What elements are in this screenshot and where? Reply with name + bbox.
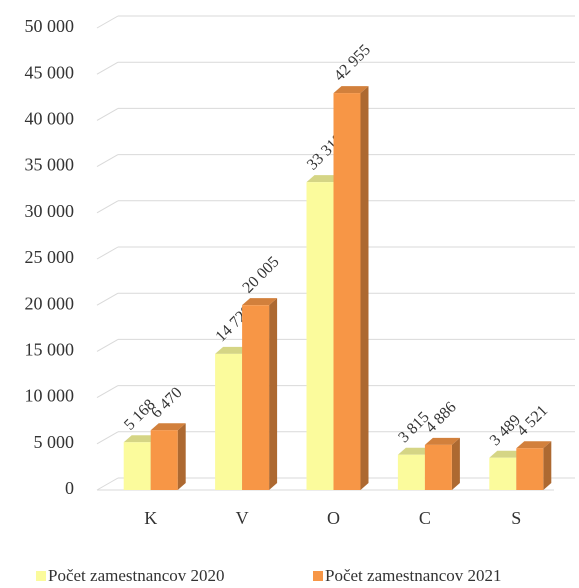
legend-swatch [36,571,46,581]
y-tick-label: 5 000 [34,432,75,452]
grid-line [96,61,119,75]
grid-line [96,246,119,260]
bar-top [306,175,342,183]
bar [424,444,452,490]
y-tick-label: 15 000 [25,340,75,360]
grid-line [96,15,119,29]
bar-top [123,435,159,443]
value-label: 6 470 [148,384,185,421]
bar-3d [333,86,369,491]
bar [516,448,544,490]
grid-line [96,200,119,214]
bar [215,353,243,490]
bar-3d [242,298,278,490]
bar-top [333,86,369,94]
value-label: 42 955 [331,41,374,84]
x-tick-label: S [511,508,521,528]
y-tick-label: 40 000 [25,109,75,129]
bar [333,93,361,491]
bar-3d [516,441,552,490]
bar-side [177,423,186,490]
value-label: 20 005 [240,253,283,296]
bar-side [451,437,460,490]
bar-top [516,441,552,449]
bar [306,182,334,491]
grid-line [96,107,119,121]
bar-side [360,86,369,491]
y-tick-label: 10 000 [25,386,75,406]
legend-swatch [313,571,323,581]
bar [489,457,517,490]
y-tick-label: 30 000 [25,201,75,221]
y-tick-label: 50 000 [25,16,75,36]
bar-top [242,298,278,306]
grid-line [96,477,119,491]
y-tick-label: 20 000 [25,293,75,313]
legend-label: Počet zamestnancov 2021 [325,566,502,585]
grid-line [96,385,119,399]
value-label: 4 886 [422,399,459,436]
x-tick-label: V [236,508,249,528]
bar [242,305,270,490]
bar-top [215,346,251,354]
y-tick-label: 25 000 [25,247,75,267]
bar-top [150,423,186,431]
y-tick-label: 0 [65,478,74,498]
grid-line [96,292,119,306]
y-tick-label: 35 000 [25,155,75,175]
grid-line [96,154,119,168]
bar-side [543,441,552,490]
bar-top [397,447,433,455]
y-tick-label: 45 000 [25,62,75,82]
bar-top [489,450,525,458]
bar [150,430,178,490]
x-tick-label: C [419,508,431,528]
bar-side [269,298,278,490]
x-tick-label: K [144,508,157,528]
bar-top [424,437,460,445]
x-tick-label: O [327,508,340,528]
grid-line [96,338,119,352]
legend-label: Počet zamestnancov 2020 [48,566,225,585]
bar [123,442,151,490]
grid-line [96,431,119,445]
bar-3d [150,423,186,490]
bar-3d [424,437,460,490]
bar [397,454,425,490]
value-label: 4 521 [514,402,551,439]
